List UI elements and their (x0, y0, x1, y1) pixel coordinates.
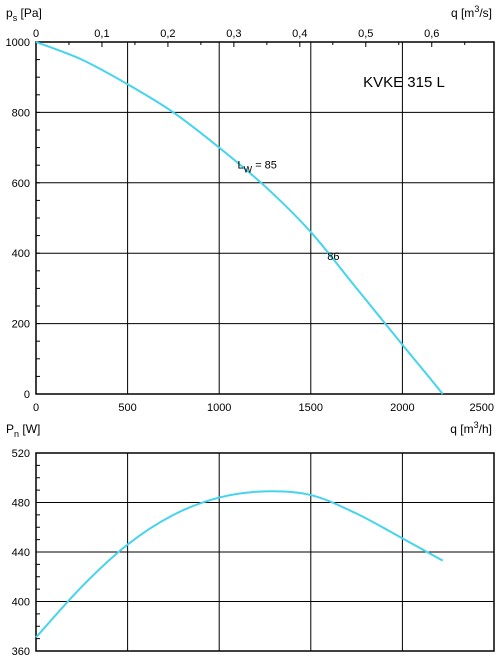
y-tick-label: 400 (12, 248, 30, 260)
plot-frame (35, 452, 495, 652)
plot-frame (35, 41, 495, 395)
curve-annotation: LW = 85 (238, 160, 277, 175)
series-line (35, 490, 444, 639)
y-tick-label: 600 (12, 178, 30, 190)
y-tick-label: 800 (12, 107, 30, 119)
x2-tick-label: 0 (33, 28, 39, 40)
x-axis-label: q [m3/s] (451, 4, 492, 20)
y-tick-label: 520 (12, 448, 30, 460)
x2-tick-label: 0,2 (160, 28, 175, 40)
y-tick-label: 400 (12, 597, 30, 609)
y-tick-label: 1000 (6, 37, 30, 49)
x2-tick-label: 0,4 (292, 28, 307, 40)
series-line (35, 41, 444, 395)
x2-tick-label: 0,3 (226, 28, 241, 40)
y-tick-label: 200 (12, 319, 30, 331)
x-tick-label: 2500 (470, 402, 494, 414)
x-tick-label: 1000 (207, 402, 231, 414)
y-tick-label: 480 (12, 498, 30, 510)
y-tick-label: 440 (12, 547, 30, 559)
x-tick-label: 1500 (299, 402, 323, 414)
x2-tick-label: 0,6 (424, 28, 439, 40)
y-tick-label: 0 (24, 389, 30, 401)
x-axis-label: q [m3/h] (450, 420, 492, 436)
x-tick-label: 0 (33, 402, 39, 414)
y-axis-label: ps [Pa] (6, 6, 42, 23)
power-panel: 360 400 440 480 520 (12, 448, 495, 658)
x-tick-label: 500 (118, 402, 136, 414)
curve-annotation: 86 (327, 251, 339, 263)
chart-title: KVKE 315 L (363, 74, 445, 91)
x-tick-label: 2000 (390, 402, 414, 414)
x2-tick-label: 0,5 (358, 28, 373, 40)
x2-tick-label: 0,1 (94, 28, 109, 40)
y-axis-label: Pn [W] (6, 422, 40, 439)
y-tick-label: 360 (12, 646, 30, 658)
plot-area (36, 42, 494, 394)
